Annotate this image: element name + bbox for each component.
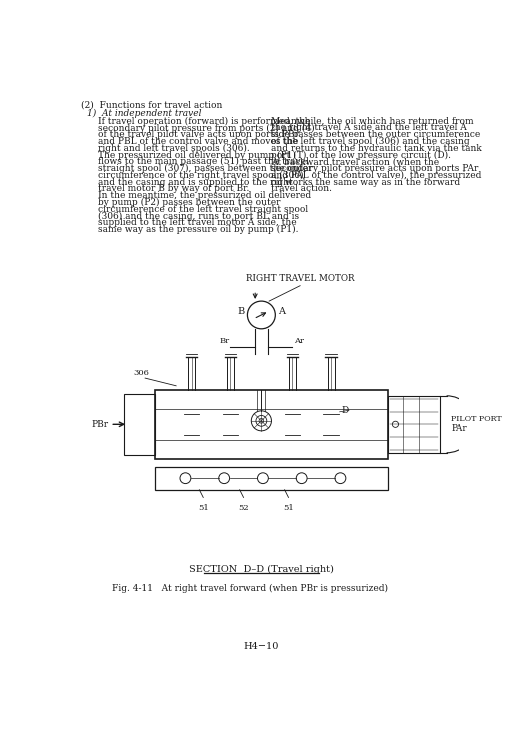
Text: supplied to the left travel motor A side, the: supplied to the left travel motor A side… — [98, 219, 296, 228]
Text: SECTION  D–D (Travel right): SECTION D–D (Travel right) — [188, 565, 333, 574]
Text: 306: 306 — [133, 369, 149, 376]
Bar — [387, 396, 440, 453]
Text: 51: 51 — [197, 504, 208, 511]
Text: port (T) of the low pressure circuit (D).: port (T) of the low pressure circuit (D)… — [271, 150, 450, 160]
Text: If travel operation (forward) is performed, the: If travel operation (forward) is perform… — [98, 116, 310, 126]
Text: At backward travel action (when the: At backward travel action (when the — [271, 158, 439, 166]
Text: oil works the same way as in the forward: oil works the same way as in the forward — [271, 178, 460, 187]
Text: Br: Br — [219, 337, 229, 345]
Text: secondary pilot pressure from ports (2) and (4): secondary pilot pressure from ports (2) … — [98, 123, 314, 133]
Text: B: B — [237, 307, 245, 316]
Bar — [155, 390, 387, 459]
Text: right and left travel spools (306).: right and left travel spools (306). — [98, 143, 249, 153]
Text: 51: 51 — [282, 504, 293, 511]
Text: and PBL of the control valve and moves the: and PBL of the control valve and moves t… — [98, 137, 298, 146]
Text: and the casing and is supplied to the right: and the casing and is supplied to the ri… — [98, 178, 292, 187]
Text: The pressurized oil delivered by pump (P1): The pressurized oil delivered by pump (P… — [98, 150, 295, 160]
Text: and returns to the hydraulic tank via the tank: and returns to the hydraulic tank via th… — [271, 143, 481, 152]
Text: RIGHT TRAVEL MOTOR: RIGHT TRAVEL MOTOR — [245, 273, 354, 282]
Text: of the left travel spool (306) and the casing: of the left travel spool (306) and the c… — [271, 137, 469, 146]
Text: the right travel A side and the left travel A: the right travel A side and the left tra… — [271, 123, 466, 132]
Text: straight spool (307), passes between the outer: straight spool (307), passes between the… — [98, 164, 312, 173]
Text: secondary pilot pressure acts upon ports PAr: secondary pilot pressure acts upon ports… — [271, 164, 478, 173]
Text: Meanwhile, the oil which has returned from: Meanwhile, the oil which has returned fr… — [271, 116, 473, 125]
Text: (306) and the casing, runs to port BL and is: (306) and the casing, runs to port BL an… — [98, 212, 298, 221]
Text: (2)  Functions for travel action: (2) Functions for travel action — [80, 100, 222, 109]
Text: PAr: PAr — [450, 424, 466, 433]
Text: side passes between the outer circumference: side passes between the outer circumfere… — [271, 130, 480, 139]
Text: H4−10: H4−10 — [243, 642, 278, 651]
Text: PILOT PORT: PILOT PORT — [450, 415, 501, 423]
Text: circumference of the right travel spool (306): circumference of the right travel spool … — [98, 171, 303, 180]
Text: travel motor B by way of port Br.: travel motor B by way of port Br. — [98, 185, 249, 194]
Text: D: D — [341, 406, 348, 415]
Text: 1)  At independent travel: 1) At independent travel — [87, 109, 201, 118]
Text: same way as the pressure oil by pump (P1).: same way as the pressure oil by pump (P1… — [98, 225, 298, 234]
Text: PBr: PBr — [92, 420, 108, 429]
Text: 52: 52 — [238, 504, 248, 511]
Bar — [155, 466, 387, 490]
Text: Ar: Ar — [293, 337, 303, 345]
Text: Fig. 4-11   At right travel forward (when PBr is pressurized): Fig. 4-11 At right travel forward (when … — [111, 584, 387, 593]
Text: by pump (P2) passes between the outer: by pump (P2) passes between the outer — [98, 198, 280, 207]
Text: flows to the main passage (51) past the travel: flows to the main passage (51) past the … — [98, 158, 308, 167]
Text: circumference of the left travel straight spool: circumference of the left travel straigh… — [98, 205, 307, 214]
Bar — [124, 394, 155, 455]
Text: In the meantime, the pressurized oil delivered: In the meantime, the pressurized oil del… — [98, 192, 310, 201]
Text: of the travel pilot valve acts upon ports PBr: of the travel pilot valve acts upon port… — [98, 130, 298, 139]
Text: and PAL of the control valve), the pressurized: and PAL of the control valve), the press… — [271, 171, 481, 180]
Text: travel action.: travel action. — [271, 185, 332, 194]
Text: A: A — [277, 307, 284, 316]
